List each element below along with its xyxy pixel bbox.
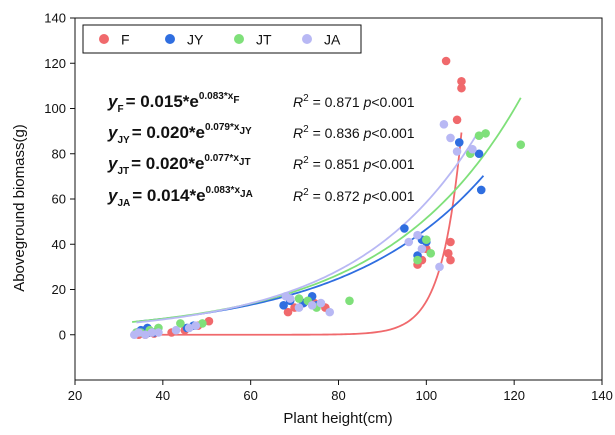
data-point-jt (176, 319, 185, 328)
y-axis-title: Aboveground biomass(g) (11, 124, 28, 292)
data-point-jt (345, 296, 354, 306)
data-point-ja (191, 321, 201, 331)
x-axis-title: Plant height(cm) (283, 410, 392, 427)
data-point-jy (279, 301, 288, 310)
data-point-jy (454, 138, 464, 147)
data-point-ja (468, 144, 477, 154)
x-tick-label: 40 (156, 388, 170, 403)
data-point-ja (171, 325, 181, 335)
data-point-jt (426, 249, 436, 258)
legend-label-ja: JA (324, 32, 341, 48)
y-tick-label: 20 (52, 282, 66, 297)
x-tick-label: 140 (591, 388, 613, 403)
legend-marker-f (99, 34, 109, 44)
legend-label-jy: JY (187, 32, 204, 48)
data-point-f (283, 307, 293, 317)
data-point-ja (154, 328, 163, 337)
x-tick-label: 100 (415, 388, 437, 403)
data-point-f (457, 83, 466, 93)
y-tick-label: 140 (44, 11, 66, 26)
data-point-ja (452, 147, 462, 156)
legend: F JY JT JA (82, 24, 362, 54)
r2-stat-f: R2 = 0.871 p<0.001 (293, 93, 415, 110)
data-point-f (204, 316, 214, 326)
data-point-ja (184, 323, 194, 333)
data-point-ja (417, 244, 427, 254)
y-tick-label: 80 (52, 146, 66, 161)
fit-curves (132, 97, 522, 336)
fit-curve-ja (136, 133, 478, 324)
data-point-jy (400, 224, 409, 233)
y-tick-label: 0 (59, 327, 66, 342)
data-point-jt (413, 255, 422, 265)
legend-marker-ja (302, 34, 312, 44)
data-point-ja (285, 294, 295, 303)
equation-jy: yJY = 0.020*e0.079*xJY (107, 122, 252, 146)
data-points (129, 56, 526, 340)
equation-jt: yJT = 0.020*e0.077*xJT (107, 153, 251, 177)
legend-box (82, 24, 362, 54)
data-point-ja (140, 330, 150, 340)
data-point-f (441, 56, 451, 66)
data-point-jy (474, 149, 484, 159)
data-point-f (452, 115, 462, 125)
data-point-ja (294, 303, 304, 312)
data-point-f (457, 77, 466, 86)
equation-ja: yJA = 0.014*e0.083*xJA (107, 185, 253, 209)
data-point-ja (307, 301, 317, 310)
x-tick-label: 80 (331, 388, 345, 403)
fit-curve-f (136, 132, 463, 336)
legend-marker-jy (165, 34, 175, 44)
data-point-ja (134, 328, 143, 337)
data-point-f (446, 237, 455, 247)
data-point-jt (422, 235, 431, 245)
r2-stat-jy: R2 = 0.836 p<0.001 (293, 124, 415, 141)
y-tick-label: 60 (52, 192, 66, 207)
equations: yF = 0.015*e0.083*xF R2 = 0.871 p<0.001 yJY… (107, 91, 415, 209)
legend-marker-jt (234, 34, 244, 44)
x-tick-label: 120 (503, 388, 525, 403)
data-point-jt (516, 140, 526, 149)
data-point-ja (413, 230, 422, 240)
x-tick-label: 20 (68, 388, 82, 403)
r2-stat-jt: R2 = 0.851 p<0.001 (293, 155, 415, 172)
y-tick-label: 40 (52, 237, 66, 252)
data-point-jy (476, 185, 486, 195)
data-point-ja (316, 298, 326, 308)
data-point-ja (435, 262, 444, 272)
y-tick-label: 120 (44, 56, 66, 71)
equation-f: yF = 0.015*e0.083*xF (107, 91, 239, 115)
data-point-f (443, 249, 453, 258)
data-point-ja (439, 120, 449, 129)
data-point-ja (147, 328, 157, 337)
legend-label-jt: JT (256, 32, 272, 48)
r2-stat-ja: R2 = 0.872 p<0.001 (293, 187, 415, 204)
data-point-jt (481, 129, 490, 138)
data-point-jt (294, 294, 304, 303)
data-point-ja (446, 133, 455, 143)
data-point-f (446, 255, 455, 265)
y-tick-label: 100 (44, 101, 66, 116)
data-point-jt (474, 131, 484, 140)
axes: 20 40 60 80 100 120 140 0 20 40 60 80 100 120 140 (44, 11, 613, 404)
legend-label-f: F (121, 32, 130, 48)
data-point-jt (198, 319, 207, 328)
data-point-ja (404, 237, 414, 247)
x-tick-label: 60 (243, 388, 257, 403)
data-point-ja (325, 307, 335, 317)
